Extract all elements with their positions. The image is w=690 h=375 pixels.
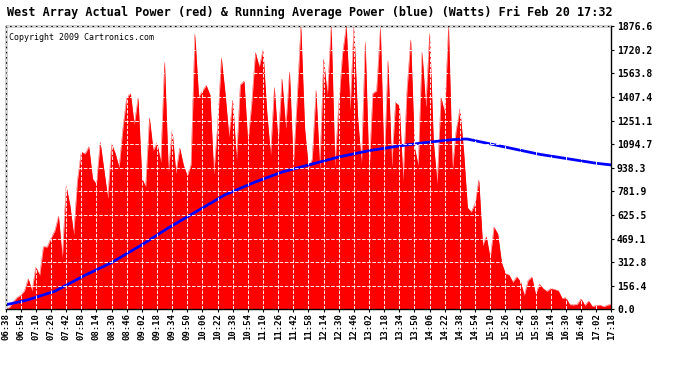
Text: West Array Actual Power (red) & Running Average Power (blue) (Watts) Fri Feb 20 : West Array Actual Power (red) & Running … — [7, 6, 613, 19]
Text: Copyright 2009 Cartronics.com: Copyright 2009 Cartronics.com — [8, 33, 154, 42]
